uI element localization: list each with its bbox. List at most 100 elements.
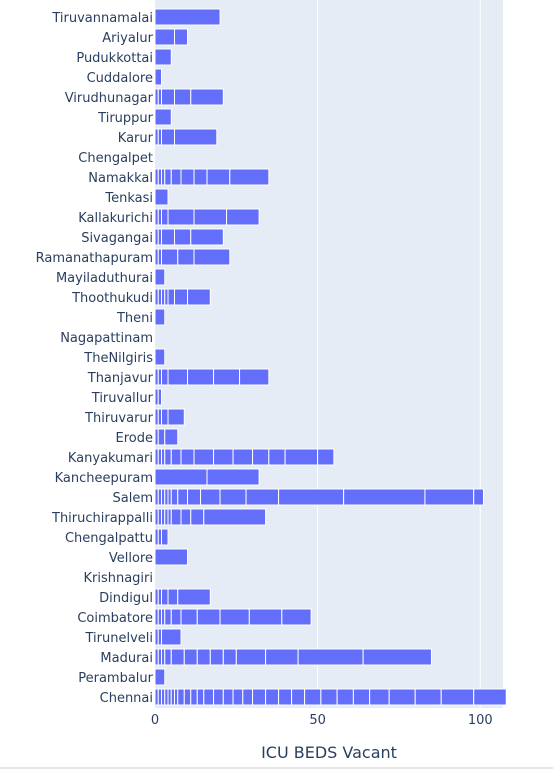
bar-segment[interactable] [248,608,283,626]
bar-segment[interactable] [154,468,208,486]
bar-segment[interactable] [157,388,163,406]
bar-segment[interactable] [440,688,475,706]
bar-segment[interactable] [252,448,270,466]
bar-segment[interactable] [190,688,198,706]
bar-segment[interactable] [174,28,189,46]
bar-segment[interactable] [154,8,221,26]
bar-segment[interactable] [170,168,182,186]
bar-segment[interactable] [157,428,166,446]
bar-segment[interactable] [174,228,192,246]
bar-segment[interactable] [180,608,198,626]
bar-segment[interactable] [235,648,267,666]
bar-segment[interactable] [245,488,280,506]
bar-segment[interactable] [336,688,354,706]
bar-segment[interactable] [226,208,260,226]
bar-segment[interactable] [167,368,189,386]
bar-segment[interactable] [161,88,176,106]
bar-segment[interactable] [203,508,267,526]
bar-segment[interactable] [239,368,270,386]
bar-segment[interactable] [320,688,338,706]
bar-segment[interactable] [177,248,195,266]
bar-segment[interactable] [268,448,286,466]
bar-segment[interactable] [206,168,231,186]
bar-segment[interactable] [164,648,172,666]
bar-segment[interactable] [154,268,166,286]
bar-segment[interactable] [190,88,224,106]
bar-segment[interactable] [424,488,475,506]
bar-segment[interactable] [154,68,163,86]
bar-segment[interactable] [154,548,189,566]
bar-segment[interactable] [174,128,218,146]
bar-segment[interactable] [414,688,442,706]
bar-segment[interactable] [154,348,166,366]
bar-segment[interactable] [161,248,179,266]
bar-segment[interactable] [170,448,182,466]
bar-segment[interactable] [291,688,306,706]
bar-segment[interactable] [180,168,195,186]
bar-segment[interactable] [362,648,432,666]
bar-segment[interactable] [167,588,179,606]
bar-segment[interactable] [284,448,319,466]
bar-segment[interactable] [161,588,169,606]
bar-segment[interactable] [297,648,364,666]
bar-segment[interactable] [164,448,172,466]
bar-segment[interactable] [161,408,169,426]
bar-segment[interactable] [164,608,172,626]
bar-segment[interactable] [242,688,254,706]
bar-segment[interactable] [161,128,176,146]
bar-segment[interactable] [164,428,179,446]
bar-segment[interactable] [180,448,195,466]
bar-segment[interactable] [170,608,182,626]
bar-segment[interactable] [213,448,234,466]
bar-segment[interactable] [161,628,182,646]
bar-segment[interactable] [222,688,234,706]
bar-segment[interactable] [196,648,211,666]
bar-segment[interactable] [317,448,335,466]
bar-segment[interactable] [170,508,182,526]
bar-segment[interactable] [200,488,221,506]
bar-segment[interactable] [154,308,166,326]
bar-segment[interactable] [352,688,371,706]
bar-segment[interactable] [232,448,254,466]
bar-segment[interactable] [278,488,345,506]
bar-segment[interactable] [161,208,169,226]
bar-segment[interactable] [206,468,260,486]
bar-segment[interactable] [473,488,484,506]
bar-segment[interactable] [167,408,185,426]
bar-segment[interactable] [154,188,169,206]
bar-segment[interactable] [193,448,215,466]
bar-segment[interactable] [154,668,166,686]
bar-segment[interactable] [190,228,224,246]
bar-segment[interactable] [209,648,224,666]
bar-segment[interactable] [265,648,299,666]
bar-segment[interactable] [161,368,169,386]
bar-segment[interactable] [177,488,189,506]
bar-segment[interactable] [229,168,270,186]
bar-segment[interactable] [154,48,172,66]
bar-segment[interactable] [265,688,280,706]
bar-segment[interactable] [213,688,224,706]
bar-segment[interactable] [193,208,228,226]
bar-segment[interactable] [213,368,241,386]
bar-segment[interactable] [183,688,192,706]
bar-segment[interactable] [196,688,205,706]
bar-segment[interactable] [219,488,247,506]
bar-segment[interactable] [187,488,202,506]
bar-segment[interactable] [170,648,185,666]
bar-segment[interactable] [473,688,507,706]
bar-segment[interactable] [203,688,215,706]
bar-segment[interactable] [343,488,426,506]
bar-segment[interactable] [193,248,231,266]
bar-segment[interactable] [304,688,322,706]
bar-segment[interactable] [388,688,416,706]
bar-segment[interactable] [252,688,267,706]
bar-segment[interactable] [281,608,312,626]
bar-segment[interactable] [167,288,176,306]
bar-segment[interactable] [161,228,176,246]
bar-segment[interactable] [164,168,172,186]
bar-segment[interactable] [154,108,172,126]
bar-segment[interactable] [278,688,293,706]
bar-segment[interactable] [219,608,250,626]
bar-segment[interactable] [180,508,192,526]
bar-segment[interactable] [170,488,179,506]
